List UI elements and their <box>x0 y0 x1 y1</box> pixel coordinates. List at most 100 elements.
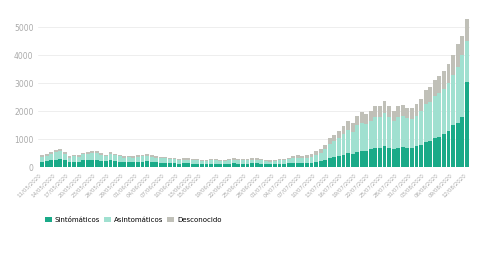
Bar <box>360 123 364 151</box>
Bar <box>369 111 373 121</box>
Bar <box>232 158 236 160</box>
Bar <box>136 157 140 162</box>
Bar <box>383 101 386 113</box>
Bar <box>415 116 419 146</box>
Bar <box>195 164 199 167</box>
Bar <box>387 106 391 117</box>
Bar <box>264 161 268 164</box>
Bar <box>373 106 377 117</box>
Bar <box>246 160 250 164</box>
Bar <box>369 149 373 167</box>
Bar <box>150 155 154 157</box>
Bar <box>383 113 386 146</box>
Bar <box>90 160 94 167</box>
Bar <box>282 164 286 167</box>
Bar <box>351 131 355 154</box>
Bar <box>460 55 464 117</box>
Bar <box>108 160 112 167</box>
Bar <box>59 151 62 159</box>
Bar <box>195 160 199 164</box>
Bar <box>328 138 332 144</box>
Bar <box>287 163 290 167</box>
Bar <box>63 152 67 154</box>
Bar <box>428 141 432 167</box>
Bar <box>433 96 437 138</box>
Bar <box>122 156 126 158</box>
Bar <box>337 131 341 138</box>
Bar <box>378 148 382 167</box>
Bar <box>465 19 468 42</box>
Bar <box>346 153 350 167</box>
Bar <box>118 161 121 167</box>
Bar <box>305 163 309 167</box>
Bar <box>141 155 144 157</box>
Bar <box>159 157 163 158</box>
Bar <box>264 160 268 161</box>
Bar <box>451 75 455 126</box>
Bar <box>273 164 277 167</box>
Bar <box>332 141 336 157</box>
Bar <box>328 144 332 158</box>
Bar <box>415 104 419 116</box>
Bar <box>465 82 468 167</box>
Bar <box>387 117 391 148</box>
Bar <box>54 150 58 152</box>
Bar <box>264 164 268 167</box>
Bar <box>218 164 222 167</box>
Bar <box>323 149 327 160</box>
Bar <box>287 158 290 159</box>
Bar <box>282 160 286 164</box>
Bar <box>291 158 295 163</box>
Bar <box>163 157 168 158</box>
Bar <box>118 155 121 157</box>
Bar <box>456 123 459 167</box>
Bar <box>446 64 450 83</box>
Bar <box>300 158 304 163</box>
Bar <box>424 104 428 142</box>
Bar <box>396 148 400 167</box>
Bar <box>132 162 135 167</box>
Bar <box>360 112 364 123</box>
Bar <box>319 161 323 167</box>
Bar <box>200 161 204 164</box>
Bar <box>232 163 236 167</box>
Bar <box>127 162 131 167</box>
Bar <box>300 163 304 167</box>
Bar <box>150 157 154 162</box>
Bar <box>150 162 154 167</box>
Bar <box>378 117 382 148</box>
Bar <box>86 152 90 154</box>
Bar <box>451 55 455 75</box>
Bar <box>186 163 190 167</box>
Bar <box>40 155 44 157</box>
Bar <box>99 161 103 167</box>
Bar <box>108 152 112 154</box>
Bar <box>255 160 259 163</box>
Bar <box>77 155 81 157</box>
Bar <box>154 162 158 167</box>
Bar <box>246 164 250 167</box>
Bar <box>72 157 76 162</box>
Bar <box>122 158 126 162</box>
Bar <box>154 158 158 162</box>
Bar <box>122 162 126 167</box>
Bar <box>163 158 168 163</box>
Bar <box>209 159 213 160</box>
Bar <box>346 130 350 153</box>
Bar <box>40 162 44 167</box>
Bar <box>49 160 53 167</box>
Bar <box>332 157 336 167</box>
Bar <box>250 163 254 167</box>
Bar <box>86 160 90 167</box>
Bar <box>59 149 62 151</box>
Bar <box>200 160 204 161</box>
Bar <box>40 157 44 162</box>
Bar <box>99 155 103 161</box>
Bar <box>401 147 405 167</box>
Bar <box>460 117 464 167</box>
Bar <box>181 163 186 167</box>
Bar <box>332 135 336 141</box>
Bar <box>273 161 277 164</box>
Bar <box>204 160 208 161</box>
Bar <box>145 161 149 167</box>
